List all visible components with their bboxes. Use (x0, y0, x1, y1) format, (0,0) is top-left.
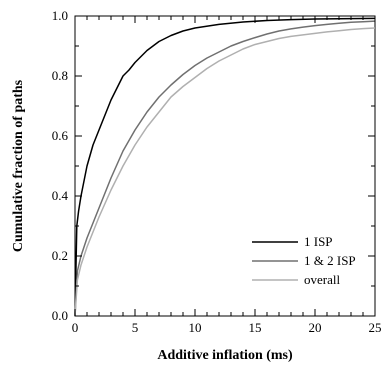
legend-label: overall (304, 272, 340, 287)
series-line (74, 20, 376, 317)
y-tick-label: 0.8 (52, 68, 68, 83)
x-tick-label: 10 (189, 320, 202, 335)
x-tick-label: 20 (309, 320, 322, 335)
legend: 1 ISP 1 & 2 ISP overall (252, 234, 356, 287)
ticks-layer: 0 5 10 15 20 25 0.0 0.2 0.4 0.6 0.8 1.0 (52, 8, 382, 335)
series-line (74, 27, 376, 317)
y-tick-label: 0.4 (52, 188, 69, 203)
y-tick-label: 0.0 (52, 308, 68, 323)
y-axis-title: Cumulative fraction of paths (11, 79, 26, 252)
plot-area (74, 15, 376, 317)
y-tick-label: 0.2 (52, 248, 68, 263)
legend-label: 1 & 2 ISP (304, 253, 356, 268)
x-axis-title: Additive inflation (ms) (157, 348, 293, 363)
plot-frame (74, 15, 376, 317)
x-tick-label: 5 (132, 320, 139, 335)
series-line (74, 17, 376, 317)
series-layer (74, 17, 376, 317)
y-tick-label: 0.6 (52, 128, 69, 143)
x-tick-label: 15 (249, 320, 262, 335)
y-tick-label: 1.0 (52, 8, 68, 23)
x-tick-label: 25 (369, 320, 382, 335)
legend-label: 1 ISP (304, 234, 333, 249)
x-tick-label: 0 (72, 320, 79, 335)
